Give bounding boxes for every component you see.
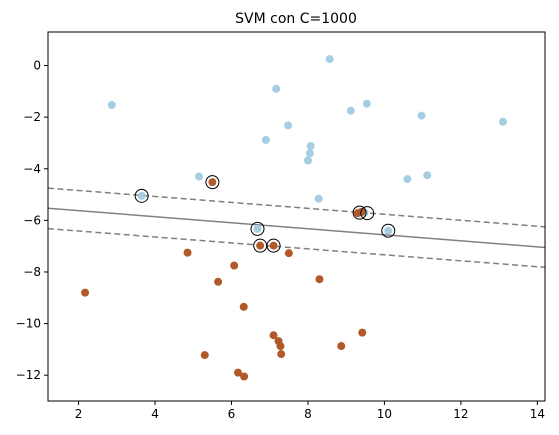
y-tick-label: −10 [16, 317, 41, 331]
point-class-0 [362, 99, 371, 108]
point-class-1 [269, 331, 278, 340]
point-class-0 [498, 117, 507, 126]
point-class-0 [272, 84, 281, 93]
point-class-1 [337, 342, 346, 351]
point-class-0 [261, 135, 270, 144]
point-class-1 [358, 328, 367, 337]
point-class-0 [253, 224, 262, 233]
point-class-0 [284, 121, 293, 130]
x-tick-label: 10 [377, 407, 392, 421]
x-tick-label: 12 [453, 407, 468, 421]
margin-lower-line [48, 227, 545, 269]
x-tick-label: 2 [75, 407, 83, 421]
point-class-0 [303, 156, 312, 165]
point-class-1 [234, 368, 243, 377]
point-class-0 [137, 191, 146, 200]
margin-upper-line [48, 187, 545, 228]
y-tick-label: −6 [23, 213, 41, 227]
support-vector-ring [352, 205, 367, 220]
x-tick-label: 4 [151, 407, 159, 421]
point-class-0 [325, 55, 334, 64]
point-class-1 [277, 350, 286, 359]
point-class-0 [346, 106, 355, 115]
point-class-1 [269, 241, 278, 250]
y-tick-label: −8 [23, 265, 41, 279]
decision-boundary-line [48, 207, 545, 249]
point-class-0 [417, 111, 426, 120]
support-vector-ring [250, 221, 265, 236]
x-tick-label: 8 [304, 407, 312, 421]
chart-title: SVM con C=1000 [235, 11, 357, 27]
point-class-0 [423, 171, 432, 180]
axis-ticks: 2 4 6 8 10 12 14 0 −2 −4 −6 −8 −10 −12 [16, 59, 545, 421]
x-tick-label: 14 [530, 407, 545, 421]
point-class-0 [403, 175, 412, 184]
y-tick-label: −12 [16, 368, 41, 382]
support-vector-ring [266, 238, 281, 253]
plot-area [48, 55, 545, 381]
point-class-0 [195, 172, 204, 181]
plot-frame [47, 31, 546, 402]
point-class-1 [256, 241, 265, 250]
point-class-1 [183, 248, 192, 257]
point-class-0 [314, 194, 323, 203]
support-vector-ring [205, 175, 220, 190]
x-tick-label: 6 [228, 407, 236, 421]
point-class-1 [284, 249, 293, 258]
point-class-1 [357, 207, 366, 216]
point-class-0 [306, 142, 315, 151]
y-tick-label: −4 [23, 162, 41, 176]
support-vector-ring [381, 223, 396, 238]
point-class-1 [208, 178, 217, 187]
y-tick-label: 0 [33, 59, 41, 73]
point-class-1 [81, 288, 90, 297]
point-class-0 [107, 101, 116, 110]
point-class-1 [315, 275, 324, 284]
support-vector-ring [360, 206, 375, 221]
point-class-1 [214, 277, 223, 286]
point-class-0 [305, 149, 314, 158]
plot-content [48, 55, 545, 381]
point-class-0 [384, 226, 393, 235]
point-class-1 [200, 351, 209, 360]
point-class-1 [230, 261, 239, 270]
support-vector-ring [134, 188, 149, 203]
point-class-1 [276, 342, 285, 351]
y-tick-label: −2 [23, 110, 41, 124]
point-class-1 [239, 302, 248, 311]
point-class-1 [240, 372, 249, 381]
